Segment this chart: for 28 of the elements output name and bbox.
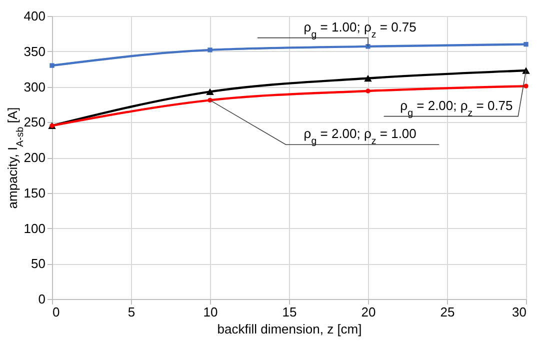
text: ρ$_{g}$ = 2.00; ρ$_{z}$ = 1.00 (304, 126, 416, 147)
point (50, 63, 54, 68)
y-tick-label: 300 (24, 79, 46, 94)
x-tick-label: 10 (203, 304, 218, 320)
point (366, 44, 370, 49)
y-tick-label: 150 (24, 185, 46, 200)
x-tick-label: 15 (282, 304, 297, 320)
point (206, 88, 214, 96)
y-tick-label: 400 (24, 8, 46, 24)
y-tick-label: 100 (24, 220, 46, 236)
point (364, 74, 372, 82)
y-tick-label: 250 (24, 114, 46, 130)
point (524, 42, 528, 47)
x-tick-label: 5 (128, 304, 136, 320)
x-tick-label: 25 (440, 304, 455, 320)
x-tick-label: 30 (512, 304, 526, 320)
y-tick-label: 50 (31, 256, 46, 272)
x-axis-title: backfill dimension, z [cm] (217, 322, 362, 336)
point (366, 88, 370, 94)
point (208, 48, 212, 52)
series-label: ρ$_{g}$ = 1.00; ρ$_{z}$ = 0.75 (304, 19, 416, 40)
y-tick-label: 0 (38, 292, 46, 306)
y-tick-label: 200 (24, 150, 46, 165)
series-label: ρ$_{g}$ = 2.00; ρ$_{z}$ = 0.75 (400, 98, 513, 118)
x-tick-label: 20 (361, 304, 376, 320)
x-tick-label: 0 (52, 304, 60, 320)
y-tick-label: 350 (24, 44, 46, 59)
point (524, 84, 528, 88)
